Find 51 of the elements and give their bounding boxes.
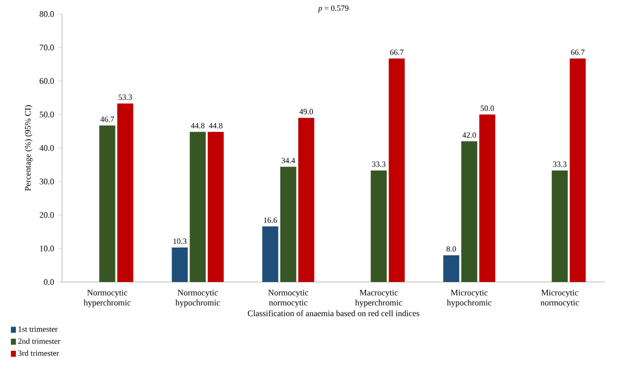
data-label: 66.7 <box>390 50 404 56</box>
y-tick-label: 40.0 <box>40 145 54 151</box>
x-tick-label: Normocytic hypochromic <box>175 290 220 308</box>
data-label: 34.4 <box>282 158 296 164</box>
data-label: 42.0 <box>462 132 476 138</box>
data-label: 49.0 <box>299 108 313 114</box>
data-label: 16.6 <box>264 217 278 223</box>
data-label: 44.8 <box>208 122 222 128</box>
y-tick-label: 80.0 <box>40 11 54 17</box>
bar <box>208 132 224 282</box>
bar <box>552 170 568 282</box>
data-label: 50.0 <box>480 106 494 111</box>
bar <box>461 141 478 282</box>
data-label: 46.7 <box>100 116 114 122</box>
x-tick-label: Normocytic hyperchromic <box>84 290 131 308</box>
x-axis-title: Classification of anaemia based on red cell indices <box>248 310 420 316</box>
y-axis-title: Percentage (%) (95% CI) <box>24 105 32 191</box>
bar <box>262 226 278 282</box>
x-tick-label: Macrocytic hyperchromic <box>355 290 402 308</box>
y-tick-label: 60.0 <box>40 78 54 84</box>
y-tick-label: 30.0 <box>40 178 54 184</box>
legend-label: 1st trimester <box>18 326 58 332</box>
data-label: 8.0 <box>446 246 456 252</box>
bar <box>298 118 314 282</box>
y-tick-label: 0.0 <box>44 279 54 285</box>
data-label: 33.3 <box>553 162 566 167</box>
x-tick-label: Normocytic normocytic <box>268 290 308 308</box>
bar <box>117 103 134 282</box>
chart-title: p = 0.579 <box>318 5 348 12</box>
bar <box>388 58 405 282</box>
y-tick-label: 70.0 <box>40 44 54 50</box>
bar <box>172 247 188 282</box>
bar <box>443 255 460 282</box>
y-tick-label: 10.0 <box>40 246 54 252</box>
bar <box>280 166 296 282</box>
data-label: 33.3 <box>372 162 386 167</box>
x-tick-label: Microcytic normocytic <box>540 290 579 308</box>
legend-label: 2nd trimester <box>18 338 60 344</box>
bar <box>99 126 116 282</box>
bar <box>479 114 496 282</box>
x-tick-label: Microcytic hypochromic <box>446 290 492 308</box>
data-label: 10.3 <box>173 238 186 244</box>
bar <box>190 132 206 282</box>
data-label: 44.8 <box>190 122 204 128</box>
data-label: 66.7 <box>571 50 585 56</box>
y-tick-label: 20.0 <box>40 212 54 218</box>
legend-label: 3rd trimester <box>18 350 59 356</box>
bar <box>570 58 586 282</box>
y-tick-label: 50.0 <box>40 112 54 118</box>
bar <box>370 170 387 282</box>
data-label: 53.3 <box>118 94 132 100</box>
